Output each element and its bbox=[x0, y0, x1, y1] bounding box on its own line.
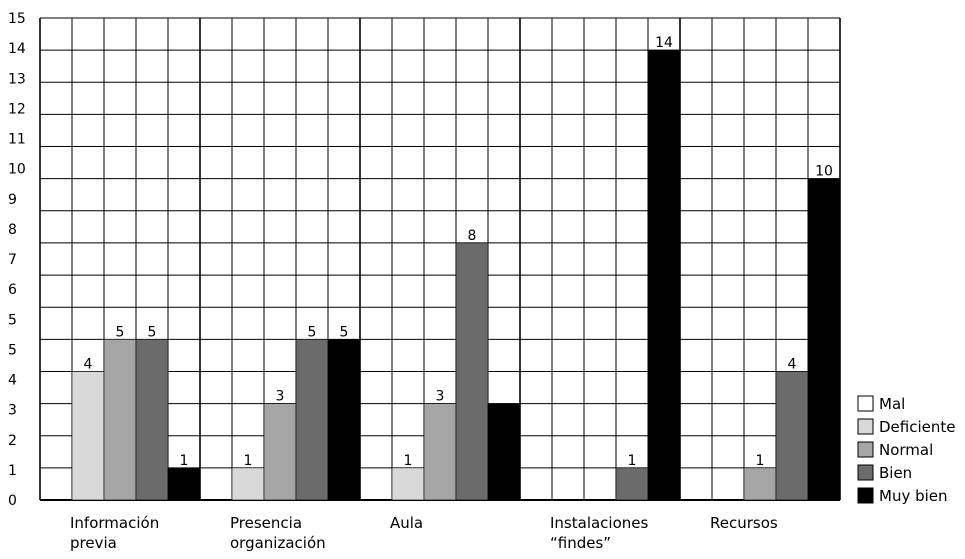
legend-label: Mal bbox=[879, 395, 905, 413]
data-label: 1 bbox=[244, 453, 253, 469]
data-label: 4 bbox=[788, 356, 797, 372]
category-label: Instalaciones bbox=[550, 514, 649, 532]
data-label: 14 bbox=[655, 35, 673, 51]
y-tick-label: 5 bbox=[8, 312, 17, 328]
legend-swatch bbox=[857, 395, 874, 412]
legend-swatch bbox=[857, 441, 874, 458]
data-label: 5 bbox=[340, 324, 349, 340]
bar bbox=[71, 371, 105, 501]
legend: Mal Deficiente Normal Bien Muy bien bbox=[857, 395, 956, 505]
y-tick-label: 3 bbox=[8, 403, 17, 419]
bar bbox=[807, 178, 841, 501]
y-tick-label: 4 bbox=[8, 373, 17, 389]
y-tick-label: 10 bbox=[8, 162, 26, 178]
y-tick-label: 9 bbox=[8, 192, 17, 208]
bar bbox=[743, 467, 777, 501]
y-tick-label: 13 bbox=[8, 71, 26, 87]
bar bbox=[647, 49, 681, 501]
bar bbox=[167, 467, 201, 501]
bar bbox=[231, 467, 265, 501]
legend-label: Bien bbox=[879, 464, 912, 482]
data-label: 1 bbox=[756, 453, 765, 469]
y-tick-label: 8 bbox=[8, 222, 17, 238]
legend-label: Deficiente bbox=[879, 418, 956, 436]
legend-swatch bbox=[857, 464, 874, 481]
grid bbox=[39, 17, 841, 501]
category-label: previa bbox=[70, 534, 117, 552]
bar bbox=[775, 371, 809, 501]
bar bbox=[487, 403, 521, 501]
bar bbox=[391, 467, 425, 501]
category-label: organización bbox=[230, 534, 326, 552]
bar bbox=[615, 467, 649, 501]
x-axis-categories: Información previa Presencia organización Au… bbox=[70, 514, 778, 552]
data-label: 4 bbox=[84, 356, 93, 372]
y-tick-label: 11 bbox=[8, 132, 26, 148]
data-label: 3 bbox=[436, 389, 445, 405]
bar bbox=[327, 339, 361, 501]
category-label: Recursos bbox=[710, 514, 778, 532]
bar bbox=[423, 403, 457, 501]
category-label: “findes” bbox=[550, 534, 611, 552]
legend-label: Muy bien bbox=[879, 487, 948, 505]
data-label: 1 bbox=[404, 453, 413, 469]
data-label: 5 bbox=[148, 324, 157, 340]
data-label: 1 bbox=[180, 453, 189, 469]
y-tick-label: 2 bbox=[8, 433, 17, 449]
legend-swatch bbox=[857, 487, 874, 504]
bars bbox=[71, 49, 841, 501]
y-tick-label: 6 bbox=[8, 282, 17, 298]
category-label: Presencia bbox=[230, 514, 302, 532]
data-label: 5 bbox=[308, 324, 317, 340]
y-tick-label: 1 bbox=[8, 463, 17, 479]
bar bbox=[455, 242, 489, 501]
y-tick-label: 7 bbox=[8, 252, 17, 268]
legend-label: Normal bbox=[879, 441, 933, 459]
y-tick-label: 5 bbox=[8, 342, 17, 358]
bar bbox=[103, 339, 137, 501]
data-label: 1 bbox=[628, 453, 637, 469]
y-tick-label: 0 bbox=[8, 493, 17, 509]
y-tick-label: 12 bbox=[8, 101, 26, 117]
data-label: 8 bbox=[468, 228, 477, 244]
legend-swatch bbox=[857, 418, 874, 435]
data-label: 10 bbox=[815, 164, 833, 180]
data-label: 5 bbox=[116, 324, 125, 340]
bar bbox=[295, 339, 329, 501]
data-label: 3 bbox=[276, 389, 285, 405]
category-label: Aula bbox=[390, 514, 423, 532]
bar bbox=[135, 339, 169, 501]
y-tick-label: 14 bbox=[8, 41, 26, 57]
bar bbox=[263, 403, 297, 501]
category-label: Información bbox=[70, 514, 159, 532]
y-tick-label: 15 bbox=[8, 11, 26, 27]
